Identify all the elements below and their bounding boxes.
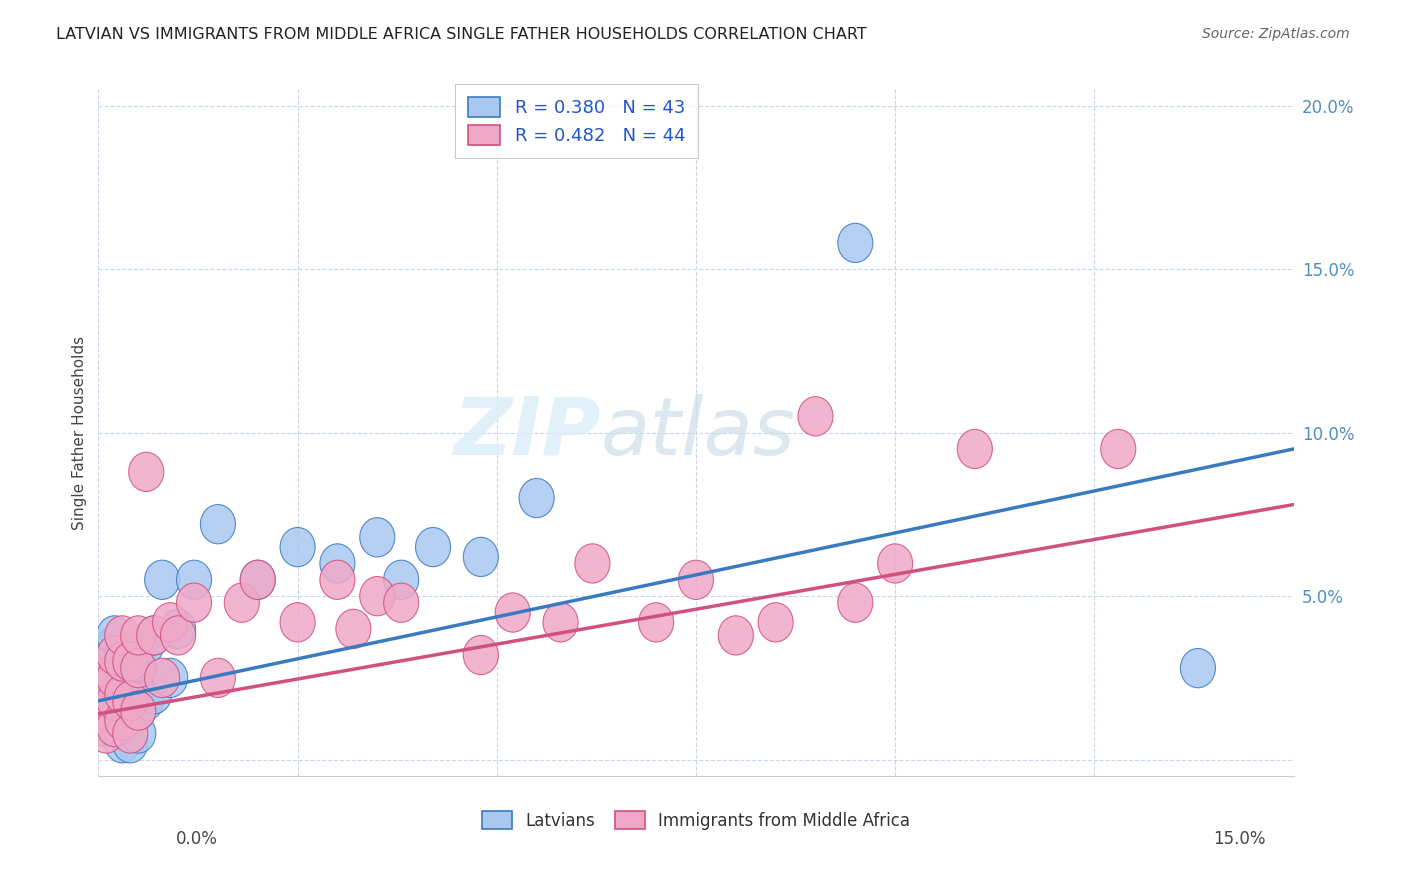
Ellipse shape [416,527,450,566]
Text: atlas: atlas [600,393,796,472]
Ellipse shape [519,478,554,517]
Ellipse shape [89,642,124,681]
Ellipse shape [799,397,832,436]
Ellipse shape [201,505,235,544]
Ellipse shape [877,544,912,583]
Ellipse shape [89,681,124,721]
Ellipse shape [160,609,195,648]
Ellipse shape [121,691,156,731]
Ellipse shape [112,681,148,721]
Ellipse shape [97,707,132,747]
Legend: Latvians, Immigrants from Middle Africa: Latvians, Immigrants from Middle Africa [475,805,917,837]
Ellipse shape [384,583,419,623]
Ellipse shape [121,691,156,731]
Ellipse shape [105,642,139,681]
Ellipse shape [957,429,993,468]
Ellipse shape [89,635,124,674]
Ellipse shape [112,714,148,753]
Ellipse shape [838,583,873,623]
Ellipse shape [718,615,754,655]
Ellipse shape [105,681,139,721]
Ellipse shape [89,658,124,698]
Ellipse shape [121,714,156,753]
Text: 0.0%: 0.0% [176,830,218,847]
Ellipse shape [136,674,172,714]
Y-axis label: Single Father Households: Single Father Households [72,335,87,530]
Ellipse shape [240,560,276,599]
Ellipse shape [679,560,713,599]
Text: 15.0%: 15.0% [1213,830,1265,847]
Ellipse shape [105,615,139,655]
Ellipse shape [121,668,156,707]
Ellipse shape [121,642,156,681]
Ellipse shape [336,609,371,648]
Ellipse shape [495,593,530,632]
Ellipse shape [97,615,132,655]
Ellipse shape [97,707,132,747]
Ellipse shape [240,560,276,599]
Ellipse shape [105,707,139,747]
Ellipse shape [121,648,156,688]
Ellipse shape [280,527,315,566]
Ellipse shape [97,635,132,674]
Ellipse shape [225,583,259,623]
Ellipse shape [112,674,148,714]
Ellipse shape [97,658,132,698]
Ellipse shape [105,674,139,714]
Ellipse shape [464,635,498,674]
Ellipse shape [112,701,148,740]
Ellipse shape [1101,429,1136,468]
Ellipse shape [89,658,124,698]
Ellipse shape [112,642,148,681]
Ellipse shape [543,603,578,642]
Ellipse shape [177,583,211,623]
Ellipse shape [1181,648,1215,688]
Ellipse shape [321,544,354,583]
Ellipse shape [136,615,172,655]
Ellipse shape [97,658,132,698]
Ellipse shape [97,681,132,721]
Ellipse shape [105,648,139,688]
Ellipse shape [145,560,180,599]
Ellipse shape [160,615,195,655]
Ellipse shape [280,603,315,642]
Text: ZIP: ZIP [453,393,600,472]
Ellipse shape [638,603,673,642]
Ellipse shape [201,658,235,698]
Ellipse shape [105,635,139,674]
Ellipse shape [153,603,187,642]
Text: LATVIAN VS IMMIGRANTS FROM MIDDLE AFRICA SINGLE FATHER HOUSEHOLDS CORRELATION CH: LATVIAN VS IMMIGRANTS FROM MIDDLE AFRICA… [56,27,868,42]
Ellipse shape [129,625,163,665]
Ellipse shape [136,615,172,655]
Ellipse shape [89,691,124,731]
Ellipse shape [838,223,873,262]
Ellipse shape [97,625,132,665]
Ellipse shape [129,452,163,491]
Ellipse shape [129,681,163,721]
Ellipse shape [112,723,148,763]
Ellipse shape [321,560,354,599]
Ellipse shape [97,681,132,721]
Ellipse shape [575,544,610,583]
Ellipse shape [105,658,139,698]
Text: Source: ZipAtlas.com: Source: ZipAtlas.com [1202,27,1350,41]
Ellipse shape [89,707,124,747]
Ellipse shape [360,576,395,615]
Ellipse shape [89,714,124,753]
Ellipse shape [105,701,139,740]
Ellipse shape [105,723,139,763]
Ellipse shape [121,615,156,655]
Ellipse shape [153,658,187,698]
Ellipse shape [177,560,211,599]
Ellipse shape [758,603,793,642]
Ellipse shape [464,537,498,576]
Ellipse shape [97,642,132,681]
Ellipse shape [384,560,419,599]
Ellipse shape [145,658,180,698]
Ellipse shape [360,517,395,557]
